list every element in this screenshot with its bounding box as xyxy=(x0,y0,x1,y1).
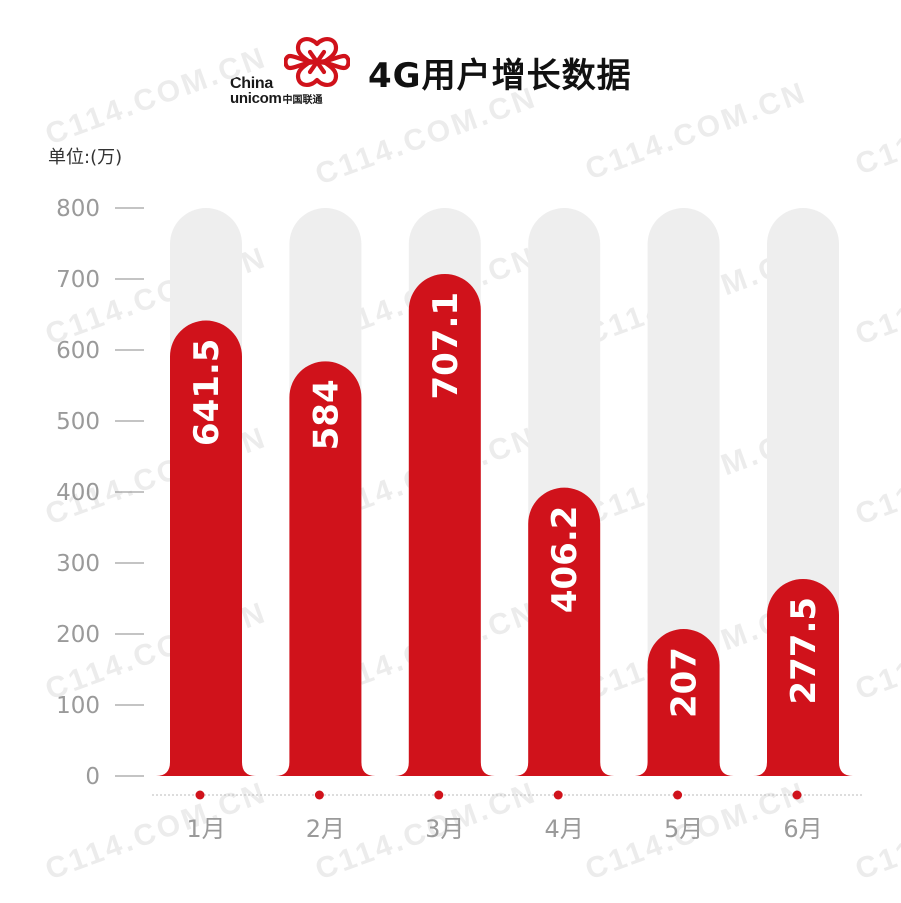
x-tick-label: 5月 xyxy=(664,815,703,843)
x-axis-marker xyxy=(792,790,802,800)
logo-text-en: unicom xyxy=(230,90,282,107)
logo-text-line1: China xyxy=(230,75,273,92)
watermark-text: C114.COM.CN xyxy=(41,776,271,887)
bar xyxy=(633,629,734,776)
y-tick-label: 700 xyxy=(56,267,100,293)
bar-value-label: 406.2 xyxy=(545,506,585,614)
watermark-text: C114.COM.CN xyxy=(41,41,271,152)
watermark-text: C114.COM.CN xyxy=(581,76,811,187)
x-axis-marker xyxy=(553,790,563,800)
bar-value-label: 707.1 xyxy=(426,292,466,400)
unit-label: 单位:(万) xyxy=(48,147,123,168)
china-unicom-logo: China unicom中国联通 xyxy=(228,36,358,108)
y-axis: 0 100 200 300 400 500 600 700 800 xyxy=(56,196,144,790)
x-tick-label: 6月 xyxy=(783,815,822,843)
x-tick-label: 3月 xyxy=(425,815,464,843)
unicom-knot-icon xyxy=(284,37,350,87)
watermark-text: C114.COM.CN xyxy=(851,596,901,707)
bar xyxy=(753,578,853,776)
y-tick-label: 800 xyxy=(56,196,100,222)
bar-value-label: 277.5 xyxy=(784,597,824,705)
x-axis: 1月 2月 3月 4月 5月 6月 xyxy=(152,790,862,843)
y-tick-label: 100 xyxy=(56,693,100,719)
y-tick-label: 400 xyxy=(56,480,100,506)
x-axis-marker xyxy=(314,790,324,800)
y-tick-label: 200 xyxy=(56,622,100,648)
watermark-text: C114.COM.CN xyxy=(851,241,901,352)
bar-value-label: 584 xyxy=(306,379,346,450)
bar xyxy=(394,273,495,776)
bar xyxy=(275,361,376,776)
x-axis-marker xyxy=(673,790,683,800)
logo-text-line2: unicom中国联通 xyxy=(230,91,323,106)
logo-text-cn: 中国联通 xyxy=(282,95,323,106)
chart-header: China unicom中国联通 4G用户增长数据 xyxy=(0,30,901,110)
x-tick-label: 4月 xyxy=(545,815,584,843)
watermark-text: C114.COM.CN xyxy=(851,71,901,182)
bars: 641.5 584 707.1 406.2 207 277.5 xyxy=(156,273,853,776)
x-axis-marker xyxy=(195,790,205,800)
x-tick-label: 1月 xyxy=(186,815,225,843)
chart-title: 4G用户增长数据 xyxy=(368,56,632,96)
y-tick-label: 600 xyxy=(56,338,100,364)
x-axis-marker xyxy=(434,790,444,800)
bar xyxy=(156,320,256,776)
watermark-text: C114.COM.CN xyxy=(311,81,541,192)
watermark-text: C114.COM.CN xyxy=(851,421,901,532)
y-tick-label: 500 xyxy=(56,409,100,435)
x-tick-label: 2月 xyxy=(306,815,345,843)
bar-value-label: 641.5 xyxy=(187,339,227,447)
bar-value-label: 207 xyxy=(665,647,705,718)
watermark-text: C114.COM.CN xyxy=(851,776,901,887)
y-tick-label: 300 xyxy=(56,551,100,577)
y-tick-label: 0 xyxy=(85,764,100,790)
bar xyxy=(514,487,615,776)
